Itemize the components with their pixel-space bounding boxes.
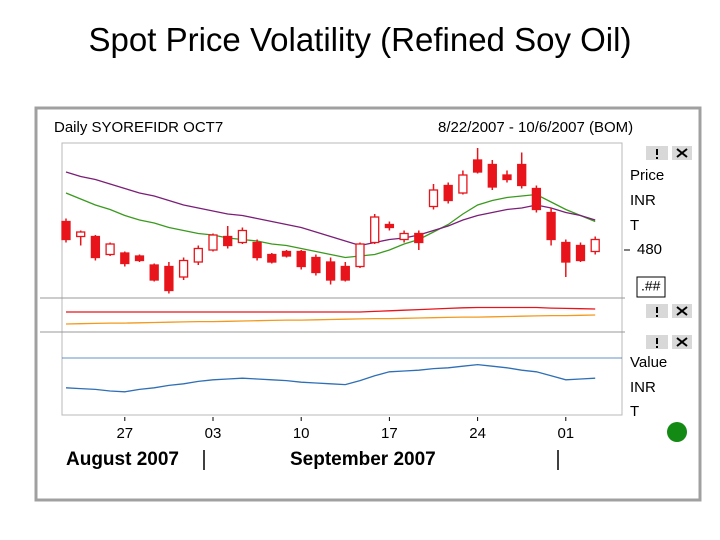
candle-body	[164, 265, 174, 292]
candle-body	[531, 187, 542, 211]
candle-body	[90, 235, 101, 259]
x-tick-label: 03	[205, 425, 222, 442]
indicator-line	[66, 306, 596, 313]
info-button[interactable]	[646, 304, 668, 318]
candle-body	[267, 253, 277, 263]
candle-body	[546, 211, 556, 241]
axis-label: Value	[630, 354, 667, 371]
candle-body	[517, 163, 527, 187]
candle-body	[311, 256, 321, 274]
precision-box[interactable]	[636, 276, 666, 298]
axis-label: Price	[630, 167, 664, 184]
slide-title: Spot Price Volatility (Refined Soy Oil)	[88, 21, 632, 58]
x-tick-label: 10	[293, 425, 310, 442]
axis-label: INR	[630, 192, 656, 209]
axis-label: T	[630, 217, 639, 234]
candle-body	[61, 220, 71, 241]
candle-body	[76, 231, 86, 238]
indicator-line	[65, 314, 596, 325]
range-label: 8/22/2007 - 10/6/2007 (BOM)	[438, 119, 633, 136]
status-dot	[667, 422, 687, 442]
candle-body	[340, 265, 350, 281]
x-tick-label: 24	[469, 425, 486, 442]
close-button[interactable]	[672, 304, 692, 318]
candle-body	[134, 255, 145, 262]
precision-label: .##	[641, 278, 661, 294]
close-button[interactable]	[672, 146, 692, 160]
candle-body	[325, 261, 336, 281]
candle-body	[502, 174, 512, 181]
y-tick-label: 480	[637, 241, 662, 258]
candle-body	[575, 244, 586, 262]
candle-body	[237, 229, 248, 244]
indicator-line	[65, 363, 596, 393]
candle-body	[384, 223, 395, 229]
candle-body	[208, 234, 218, 251]
candle-body	[561, 241, 571, 263]
x-tick-label: 17	[381, 425, 398, 442]
candle-body	[105, 243, 115, 256]
candle-body	[472, 159, 483, 173]
candle-body	[458, 174, 468, 194]
candle-body	[590, 238, 600, 253]
axis-label: T	[630, 403, 639, 420]
candle-body	[281, 250, 292, 257]
candle-body	[296, 250, 306, 268]
axis-label: INR	[630, 379, 656, 396]
x-tick-label: 01	[557, 425, 574, 442]
candle-body	[149, 264, 159, 281]
indicator-line	[65, 192, 596, 259]
candle-body	[487, 163, 497, 188]
candle-body	[370, 216, 380, 244]
month-label: September 2007	[290, 449, 436, 470]
candle-body	[120, 252, 130, 265]
symbol-label: Daily SYOREFIDR OCT7	[54, 119, 223, 136]
candle-body	[252, 241, 262, 259]
info-button[interactable]	[646, 146, 668, 160]
candle-body	[355, 243, 365, 268]
candle-body	[414, 232, 424, 244]
indicator-line	[65, 171, 596, 247]
candle-body	[428, 189, 439, 208]
x-tick-label: 27	[116, 425, 133, 442]
month-label: August 2007	[66, 449, 179, 470]
candle-body	[178, 259, 189, 278]
panel-buttons	[646, 146, 692, 349]
candle-body	[223, 235, 233, 247]
info-button[interactable]	[646, 335, 668, 349]
close-button[interactable]	[672, 335, 692, 349]
candle-body	[193, 247, 203, 263]
candle-body	[399, 232, 409, 241]
candle-body	[443, 184, 453, 202]
